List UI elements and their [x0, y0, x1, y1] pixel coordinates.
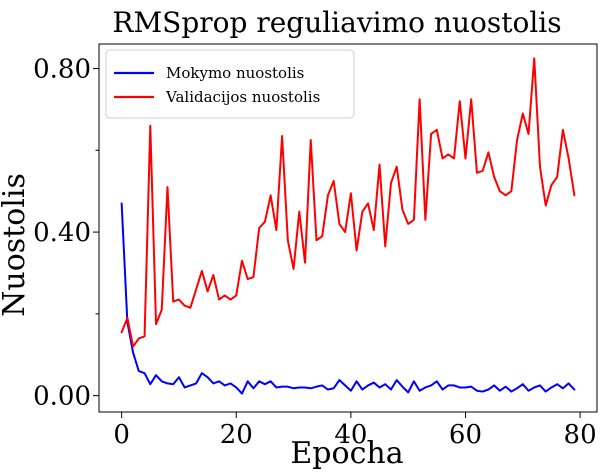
validation-loss-line [120, 57, 576, 348]
y-axis: 0.00 0.40 0.80 [33, 55, 99, 412]
training-loss-line [120, 202, 576, 395]
y-tick-label: 0.00 [33, 382, 91, 412]
x-tick-label: 0 [113, 420, 130, 450]
x-axis-label: Epocha [290, 436, 403, 471]
legend: Mokymo nuostolis Validacijos nuostolis [105, 49, 355, 119]
legend-label-validation: Validacijos nuostolis [165, 88, 320, 106]
legend-label-training: Mokymo nuostolis [166, 64, 304, 82]
y-tick-label: 0.40 [33, 218, 91, 248]
x-axis: 0 20 40 60 80 [113, 412, 597, 450]
y-tick-label: 0.80 [33, 55, 91, 85]
y-axis-label: Nuostolis [0, 173, 32, 317]
x-tick-label: 80 [564, 420, 597, 450]
legend-box [105, 49, 355, 119]
x-tick-label: 20 [220, 420, 253, 450]
x-tick-label: 60 [449, 420, 482, 450]
x-tick-label: 40 [334, 420, 367, 450]
series-layer [120, 57, 576, 395]
chart-title: RMSprop reguliavimo nuostolis [112, 6, 561, 39]
